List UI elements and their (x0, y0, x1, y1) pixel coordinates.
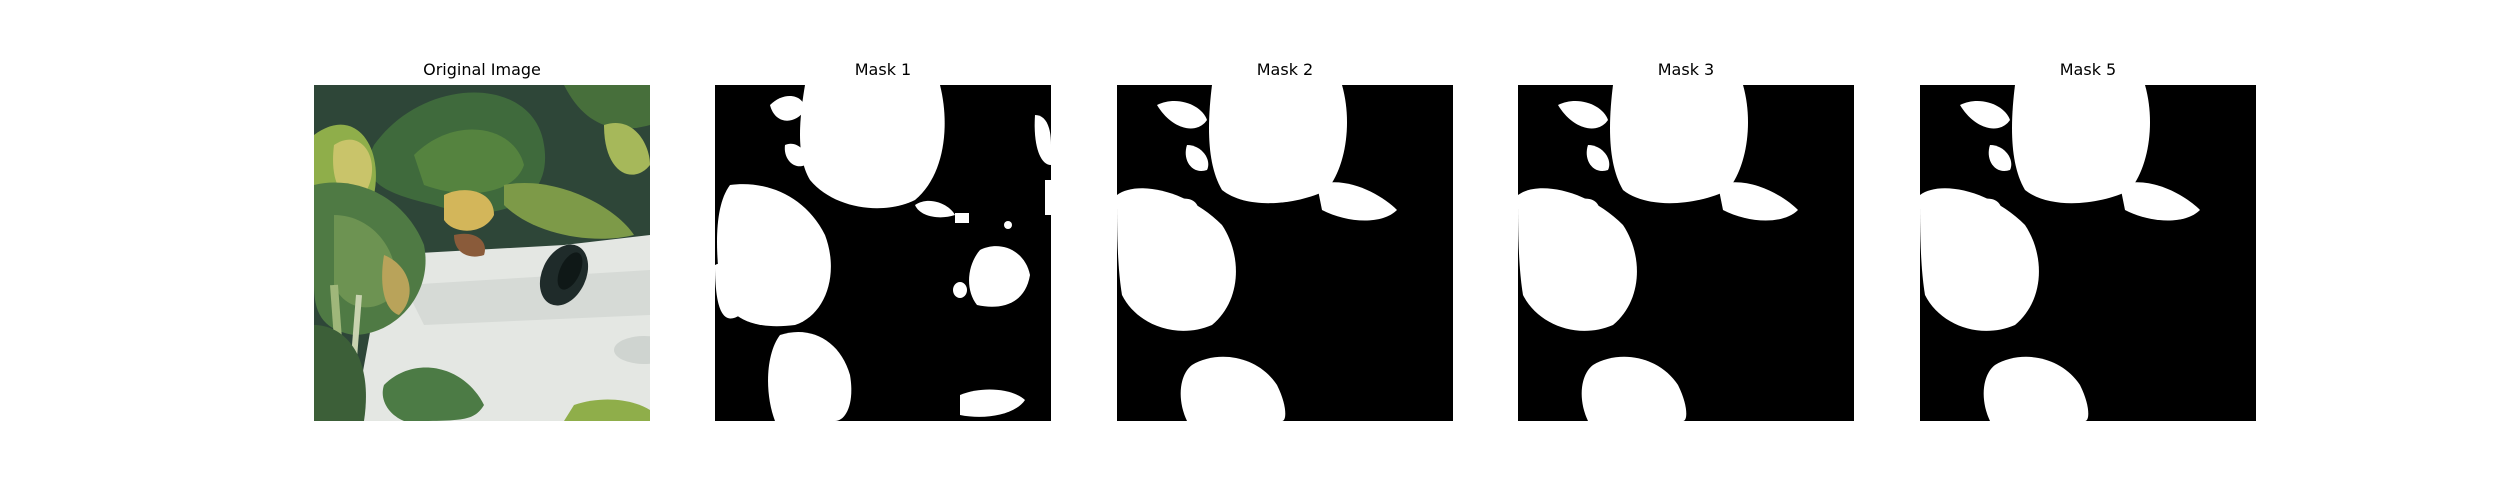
mask-5-image (1920, 85, 2256, 421)
mask-3-image (1518, 85, 1854, 421)
original-plant-photo (314, 85, 650, 421)
panel-title: Mask 5 (2059, 60, 2117, 79)
mask-2-image (1117, 85, 1453, 421)
panel-title: Mask 2 (1256, 60, 1314, 79)
mask-1-image (715, 85, 1051, 421)
panel-title: Original Image (423, 60, 541, 79)
panel-title: Mask 3 (1657, 60, 1715, 79)
panel-title: Mask 1 (854, 60, 912, 79)
